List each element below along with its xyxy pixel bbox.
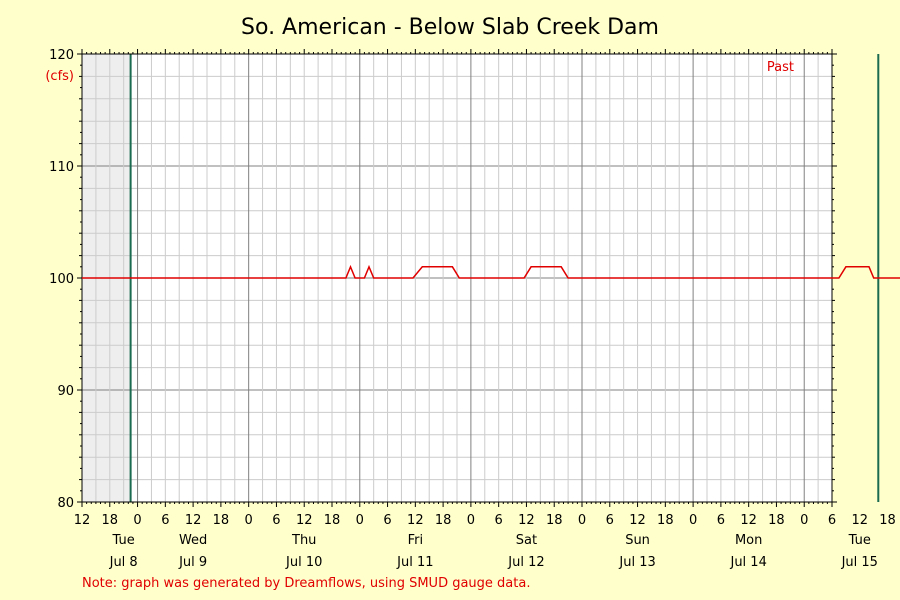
- x-hour-label: 0: [689, 513, 697, 528]
- x-hour-label: 18: [435, 513, 452, 528]
- x-hour-label: 18: [546, 513, 563, 528]
- x-hour-label: 12: [740, 513, 757, 528]
- x-hour-label: 12: [185, 513, 202, 528]
- x-hour-label: 18: [657, 513, 674, 528]
- x-day-label: Sat: [516, 533, 537, 548]
- x-day-label: Tue: [112, 533, 135, 548]
- y-tick-label: 120: [49, 48, 74, 63]
- footnote: Note: graph was generated by Dreamflows,…: [82, 576, 530, 591]
- x-date-label: Jul 11: [396, 555, 433, 570]
- y-tick-label: 100: [49, 272, 74, 287]
- x-hour-label: 0: [356, 513, 364, 528]
- x-date-label: Jul 9: [178, 555, 207, 570]
- x-hour-label: 18: [879, 513, 896, 528]
- x-hour-label: 18: [102, 513, 119, 528]
- x-day-label: Fri: [408, 533, 424, 548]
- x-hour-label: 6: [606, 513, 614, 528]
- x-hour-label: 18: [768, 513, 785, 528]
- x-hour-label: 12: [518, 513, 535, 528]
- x-date-label: Jul 10: [285, 555, 322, 570]
- chart-title: So. American - Below Slab Creek Dam: [241, 15, 659, 40]
- x-hour-label: 0: [245, 513, 253, 528]
- x-date-label: Jul 12: [507, 555, 544, 570]
- x-hour-label: 6: [383, 513, 391, 528]
- y-axis-unit: (cfs): [45, 69, 74, 84]
- x-hour-label: 0: [578, 513, 586, 528]
- x-date-label: Jul 15: [841, 555, 878, 570]
- x-hour-label: 0: [800, 513, 808, 528]
- x-date-label: Jul 13: [618, 555, 655, 570]
- x-day-label: Wed: [179, 533, 207, 548]
- y-tick-label: 90: [57, 384, 74, 399]
- x-hour-label: 12: [74, 513, 91, 528]
- x-day-label: Mon: [735, 533, 762, 548]
- x-day-label: Sun: [625, 533, 650, 548]
- flow-series-line: [82, 264, 900, 279]
- x-hour-label: 12: [629, 513, 646, 528]
- x-hour-label: 6: [495, 513, 503, 528]
- x-hour-label: 6: [717, 513, 725, 528]
- past-marker-label: Past: [767, 60, 794, 75]
- x-hour-label: 0: [133, 513, 141, 528]
- x-hour-label: 6: [161, 513, 169, 528]
- y-tick-label: 110: [49, 160, 74, 175]
- x-hour-label: 18: [324, 513, 341, 528]
- x-hour-label: 6: [828, 513, 836, 528]
- x-hour-label: 18: [213, 513, 230, 528]
- x-hour-label: 12: [852, 513, 869, 528]
- x-hour-label: 6: [272, 513, 280, 528]
- x-date-label: Jul 8: [109, 555, 138, 570]
- x-hour-label: 12: [296, 513, 313, 528]
- y-tick-label: 80: [57, 496, 74, 511]
- x-date-label: Jul 14: [729, 555, 766, 570]
- x-hour-label: 0: [467, 513, 475, 528]
- x-hour-label: 12: [407, 513, 424, 528]
- x-day-label: Tue: [848, 533, 871, 548]
- x-day-label: Thu: [291, 533, 316, 548]
